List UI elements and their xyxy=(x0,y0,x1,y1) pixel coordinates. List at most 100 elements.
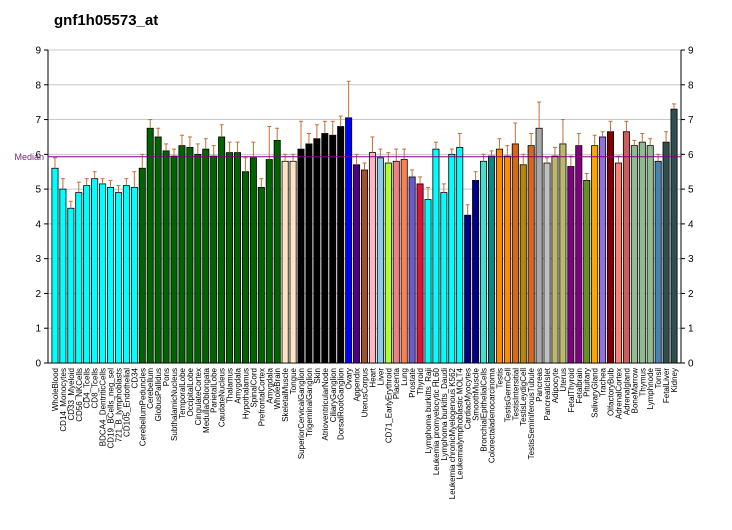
category-label: SuperiorCervicalGanglion xyxy=(297,368,306,459)
category-label: Cerebellum xyxy=(146,368,155,409)
category-label: MedullaOblongata xyxy=(202,367,211,432)
category-label: DorsalRootGanglion xyxy=(337,368,346,440)
bar xyxy=(543,162,551,364)
category-label: Colorectaladenocarcinoma xyxy=(487,367,496,463)
bar xyxy=(99,183,107,364)
bar xyxy=(614,162,622,364)
y-tick-label-left: 1 xyxy=(35,324,41,335)
category-label: PrefrontalCortex xyxy=(257,368,266,426)
bar xyxy=(607,131,615,364)
bar xyxy=(622,131,630,364)
category-label: CiliaryGanglion xyxy=(329,368,338,422)
bar xyxy=(186,146,194,364)
y-tick-label-right: 9 xyxy=(688,46,694,57)
category-label: BoneMarrow xyxy=(630,368,639,414)
y-tick-label-left: 2 xyxy=(35,289,41,300)
bar xyxy=(122,185,130,364)
bar xyxy=(257,186,265,364)
y-tick-label-left: 4 xyxy=(35,219,41,230)
category-label: Prostate xyxy=(408,367,417,397)
bar xyxy=(83,185,91,364)
bar xyxy=(226,152,234,364)
bar xyxy=(384,162,392,364)
bar xyxy=(281,160,289,364)
bar xyxy=(503,155,511,364)
median-label: Median xyxy=(14,152,44,162)
category-label: TestisLeydigCell xyxy=(519,368,528,426)
bar xyxy=(234,152,242,364)
bar xyxy=(146,127,154,364)
category-label: Kidney xyxy=(670,368,679,392)
category-label: Testis xyxy=(495,368,504,388)
bar xyxy=(305,143,313,364)
y-tick-label-left: 5 xyxy=(35,185,41,196)
category-label: Heart xyxy=(368,367,377,387)
category-label: BDCA4_DentriticCells xyxy=(99,368,108,446)
y-tick-label-left: 3 xyxy=(35,254,41,265)
category-label: CD34 xyxy=(130,367,139,388)
bar xyxy=(448,153,456,364)
category-label: Appendix xyxy=(353,368,362,401)
category-label: Tongue xyxy=(289,367,298,394)
bar xyxy=(638,141,646,364)
y-tick-label-right: 5 xyxy=(688,185,694,196)
bar xyxy=(329,134,337,364)
bar xyxy=(91,178,99,364)
category-label: ParietalLobe xyxy=(210,367,219,412)
chart-title: gnf1h05573_at xyxy=(54,12,159,29)
bar xyxy=(511,143,519,364)
category-label: CaudateNucleus xyxy=(218,368,227,427)
category-label: Pituitary xyxy=(583,368,592,397)
bar xyxy=(154,136,162,364)
category-label: SmoothMuscle xyxy=(472,367,481,420)
category-label: FetalThyroid xyxy=(567,368,576,412)
bar xyxy=(559,143,567,364)
bar xyxy=(583,180,591,364)
category-label: Amygdala xyxy=(234,367,243,403)
category-label: CD8_Tcells xyxy=(91,368,100,408)
bar xyxy=(353,164,361,364)
bar xyxy=(138,167,146,364)
bar xyxy=(218,136,226,364)
category-label: Uterus xyxy=(559,368,568,392)
bar xyxy=(273,140,281,364)
bar xyxy=(202,148,210,364)
bar xyxy=(265,159,273,364)
category-label: Tonsil xyxy=(654,368,663,389)
category-label: Skin xyxy=(313,368,322,384)
category-label: TrigeminalGanglion xyxy=(305,368,314,437)
category-label: SubthalamicNucleus xyxy=(170,368,179,441)
category-label: GlobusPallidus xyxy=(154,368,163,421)
bar xyxy=(313,138,321,364)
bar xyxy=(440,192,448,364)
bar xyxy=(599,136,607,364)
bar xyxy=(67,207,75,364)
bar xyxy=(456,146,464,364)
y-tick-label-right: 7 xyxy=(688,115,694,126)
category-label: CD56_NKCells xyxy=(75,368,84,422)
category-label: CD105_Endothelial xyxy=(122,368,131,437)
category-label: WholeBrain xyxy=(273,368,282,409)
category-label: Leukemia promyelocytic HL60 xyxy=(432,367,441,475)
category-label: Lymphoma burkitts_Daudi xyxy=(440,368,449,461)
category-label: Thymus xyxy=(638,368,647,396)
category-label: CD14_Monocytes xyxy=(59,368,68,432)
category-label: UterusCorpus xyxy=(361,368,370,417)
bar xyxy=(249,157,257,364)
category-label: FetalLiver xyxy=(662,368,671,403)
bar xyxy=(646,145,654,364)
category-label: BronchialEpithelialCells xyxy=(480,368,489,452)
category-label: AdrenalCortex xyxy=(614,368,623,419)
category-label: Adipocyte xyxy=(551,367,560,403)
category-label: Fetalbrain xyxy=(575,368,584,404)
category-label: CD19_BCells_neg_sel xyxy=(107,368,116,449)
bar xyxy=(567,166,575,364)
bar xyxy=(662,141,670,364)
category-label: OlfactoryBulb xyxy=(607,367,616,416)
bar xyxy=(178,145,186,364)
bar xyxy=(59,188,67,364)
bar xyxy=(487,155,495,364)
category-label: Pons xyxy=(162,368,171,386)
category-label: TestisGermCell xyxy=(503,368,512,422)
